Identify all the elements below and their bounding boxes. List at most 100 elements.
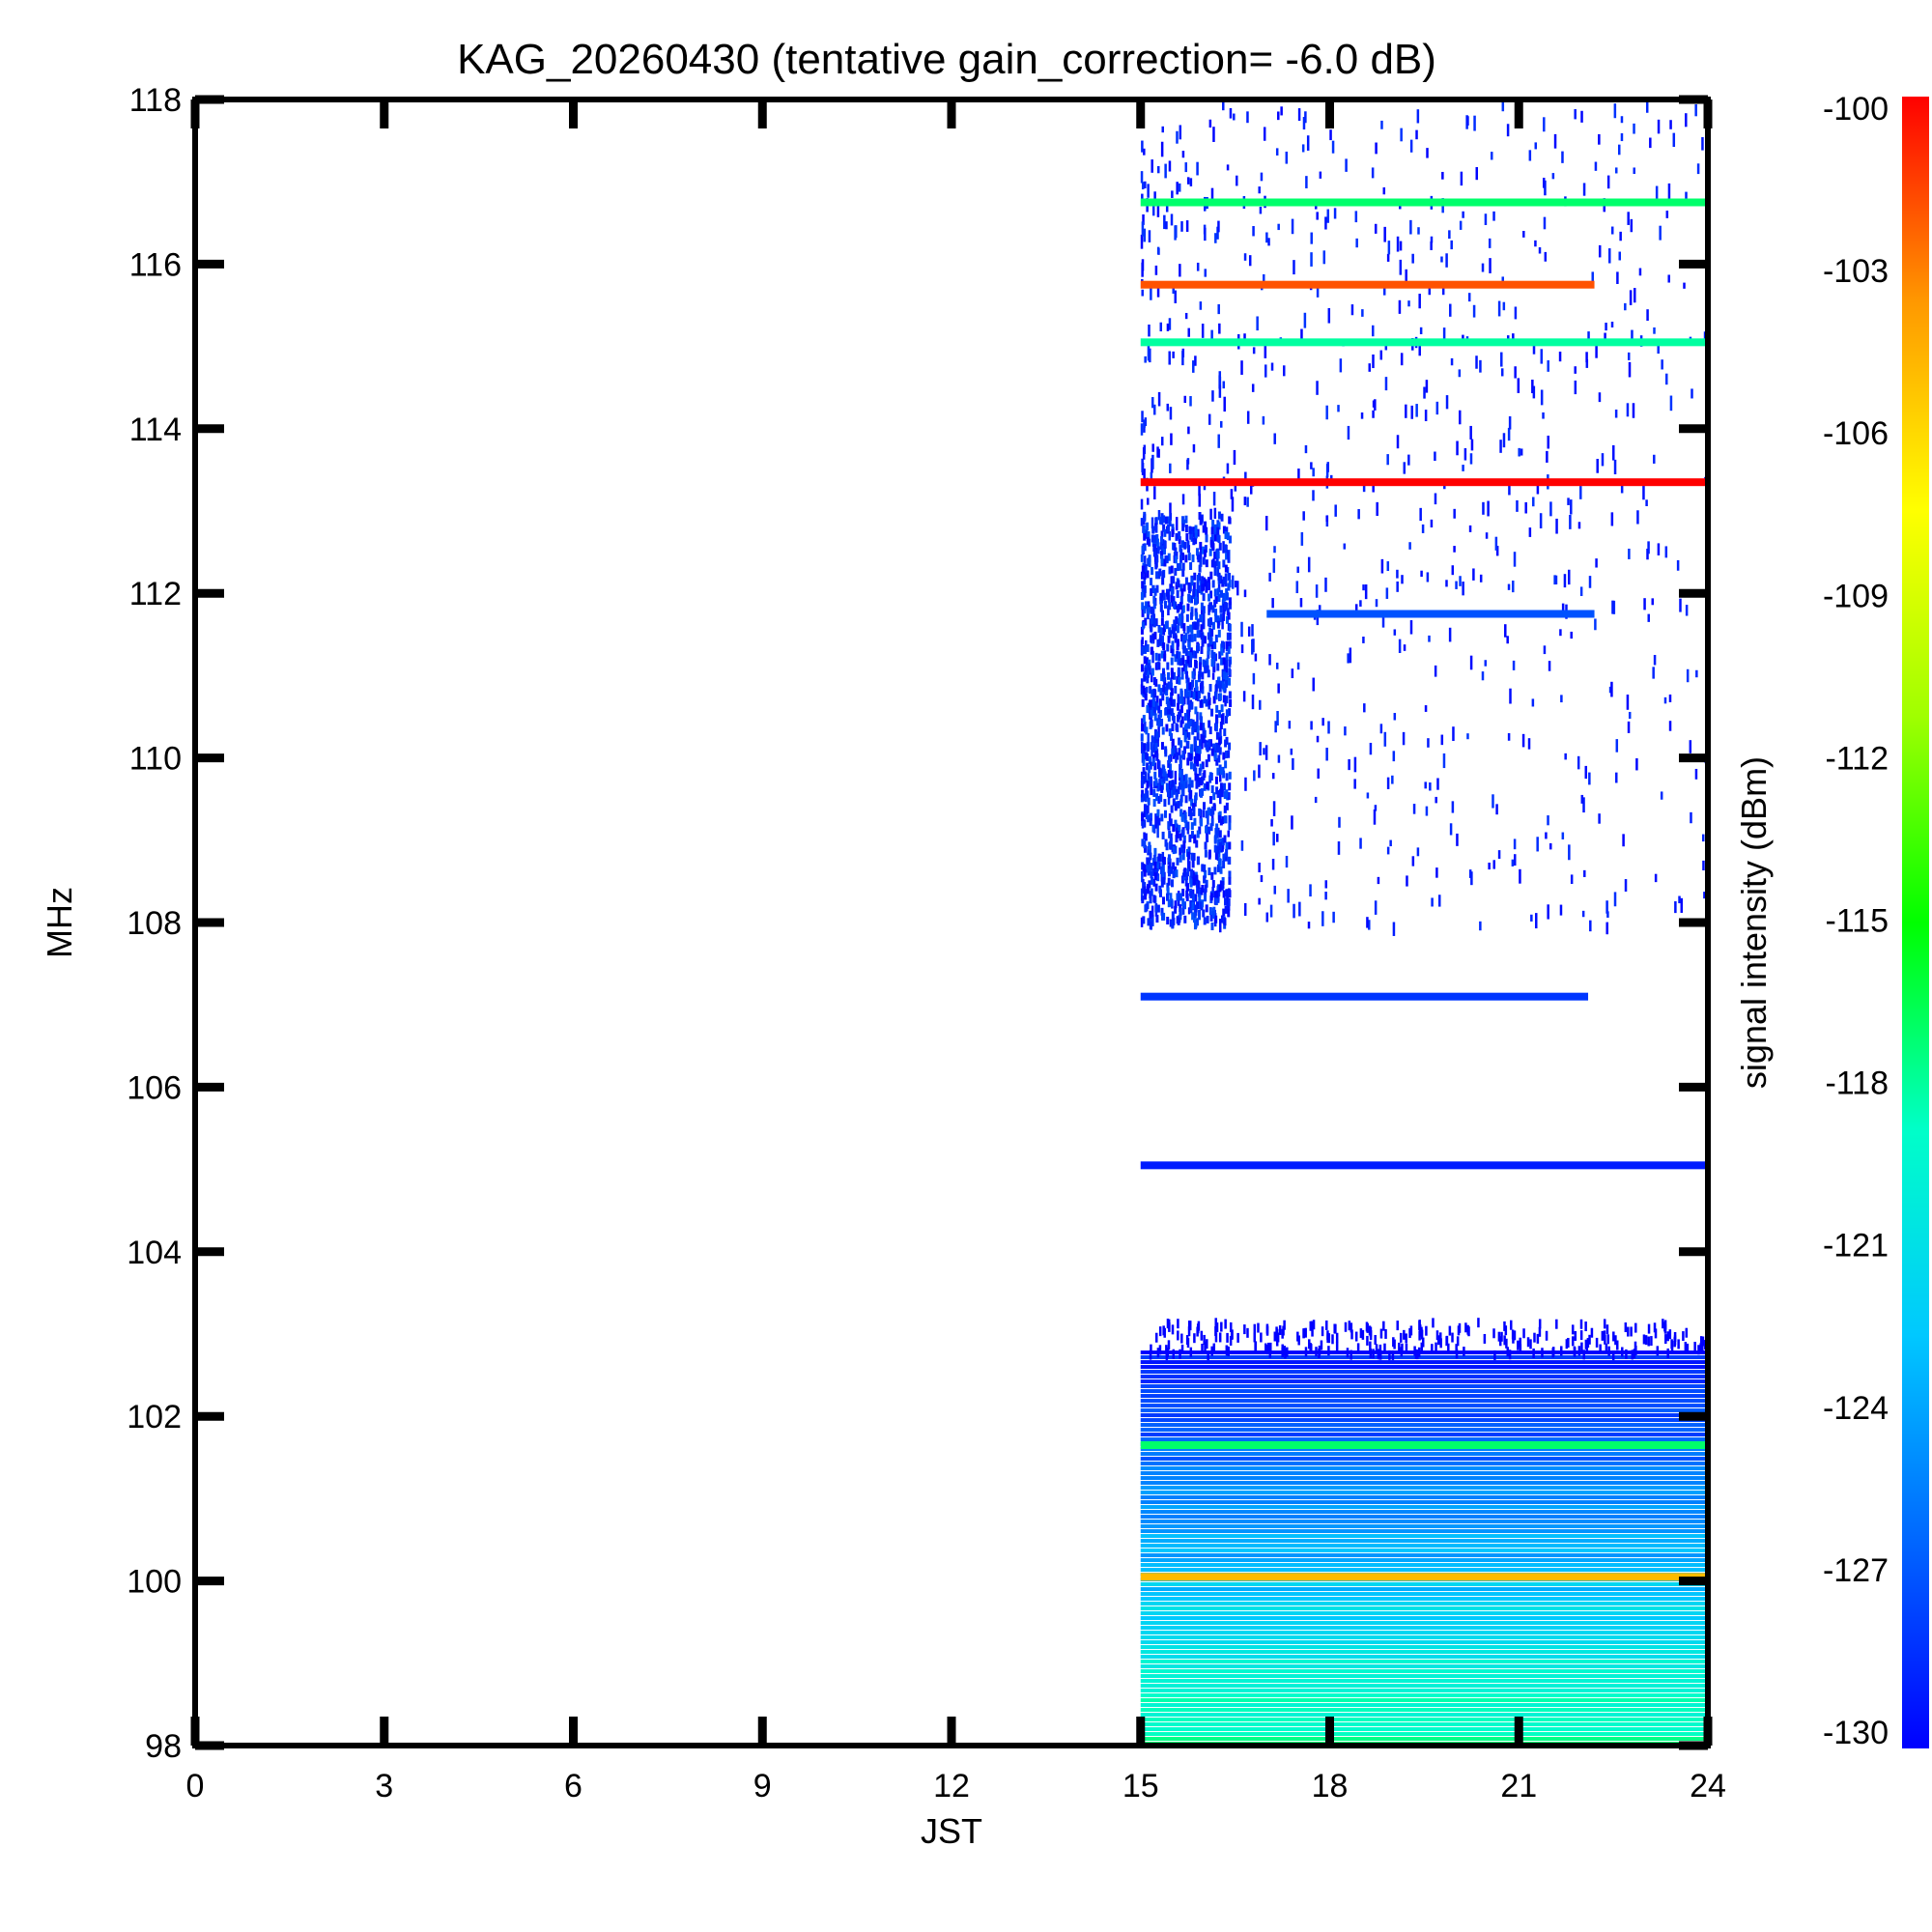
noise-speck	[1425, 380, 1429, 393]
noise-speck	[1503, 1321, 1506, 1331]
noise-speck	[1647, 1323, 1651, 1334]
noise-speck	[1205, 879, 1208, 888]
noise-speck	[1703, 892, 1706, 899]
noise-speck	[1208, 907, 1212, 916]
noise-speck	[1285, 151, 1289, 164]
noise-speck	[1157, 795, 1161, 804]
noise-speck	[1210, 922, 1214, 930]
noise-speck	[1149, 761, 1152, 770]
noise-speck	[1310, 232, 1313, 244]
noise-speck	[1217, 522, 1221, 530]
noise-speck	[1435, 796, 1437, 804]
noise-speck	[1180, 588, 1184, 597]
noise-speck	[1579, 1330, 1583, 1341]
noise-speck	[1278, 1324, 1282, 1335]
noise-speck	[1455, 581, 1458, 589]
noise-speck	[1193, 1333, 1196, 1344]
noise-speck	[1155, 696, 1159, 704]
noise-speck	[1393, 629, 1397, 636]
noise-speck	[1277, 111, 1280, 121]
noise-speck	[1655, 185, 1659, 199]
noise-speck	[1160, 555, 1164, 564]
noise-speck	[1362, 584, 1365, 591]
noise-speck	[1192, 582, 1196, 590]
noise-speck	[1577, 522, 1581, 529]
noise-speck	[1194, 608, 1198, 616]
noise-speck	[1187, 809, 1191, 817]
noise-speck	[1203, 696, 1207, 704]
noise-speck	[1174, 225, 1177, 241]
noise-speck	[1435, 401, 1439, 415]
noise-speck	[1212, 1343, 1216, 1353]
heatmap-row	[1140, 1433, 1708, 1437]
noise-speck	[1187, 846, 1191, 855]
noise-speck	[1441, 171, 1444, 180]
heatmap-row	[1140, 1365, 1708, 1370]
noise-speck	[1435, 1330, 1439, 1341]
noise-speck	[1200, 741, 1204, 750]
noise-speck	[1169, 502, 1172, 519]
noise-speck	[1484, 660, 1488, 667]
noise-speck	[1210, 818, 1214, 827]
noise-speck	[1155, 571, 1159, 580]
noise-speck	[1152, 895, 1156, 903]
noise-speck	[1243, 902, 1247, 916]
noise-speck	[1142, 916, 1146, 924]
noise-speck	[1633, 167, 1635, 175]
noise-speck	[1223, 815, 1227, 824]
noise-speck	[1176, 625, 1179, 634]
noise-speck	[1178, 737, 1181, 746]
noise-speck	[1170, 594, 1174, 603]
noise-speck	[1164, 746, 1168, 754]
noise-speck	[1201, 324, 1205, 338]
noise-speck	[1199, 723, 1203, 731]
noise-speck	[1327, 721, 1330, 734]
noise-speck	[1538, 1319, 1542, 1329]
noise-speck	[1463, 447, 1467, 461]
noise-speck	[1167, 1340, 1171, 1350]
noise-speck	[1184, 648, 1188, 657]
noise-speck	[1167, 899, 1171, 908]
noise-speck	[1158, 767, 1162, 776]
noise-speck	[1477, 1318, 1480, 1328]
noise-speck	[1141, 813, 1145, 822]
noise-speck	[1442, 327, 1446, 343]
noise-speck	[1222, 559, 1226, 568]
noise-speck	[1253, 1332, 1257, 1343]
noise-speck	[1198, 767, 1202, 776]
noise-speck	[1168, 706, 1172, 715]
noise-speck	[1627, 212, 1630, 225]
noise-speck	[1589, 920, 1592, 932]
x-tick-label: 15	[1122, 1768, 1159, 1804]
noise-speck	[1147, 864, 1151, 872]
noise-speck	[1185, 683, 1189, 692]
noise-speck	[1429, 782, 1432, 791]
noise-speck	[1177, 1330, 1179, 1341]
noise-speck	[1170, 576, 1174, 589]
noise-speck	[1379, 350, 1383, 360]
noise-speck	[1171, 780, 1175, 788]
noise-speck	[1561, 151, 1564, 163]
noise-speck	[1524, 501, 1527, 514]
noise-speck	[1196, 774, 1200, 782]
noise-speck	[1673, 1331, 1677, 1342]
noise-speck	[1185, 890, 1189, 898]
noise-speck	[1210, 329, 1213, 344]
noise-speck	[1399, 1332, 1403, 1343]
noise-speck	[1652, 667, 1655, 679]
noise-speck	[1190, 744, 1194, 753]
noise-speck	[1181, 552, 1185, 560]
noise-speck	[1180, 634, 1184, 642]
noise-speck	[1225, 773, 1229, 781]
noise-speck	[1171, 190, 1174, 198]
noise-speck	[1205, 904, 1208, 913]
noise-speck	[1214, 685, 1218, 694]
noise-speck	[1216, 864, 1220, 872]
noise-speck	[1392, 751, 1396, 762]
noise-speck	[1151, 758, 1155, 767]
noise-speck	[1574, 380, 1577, 395]
noise-speck	[1208, 867, 1211, 876]
noise-speck	[1448, 627, 1452, 642]
noise-speck	[1217, 838, 1221, 847]
noise-speck	[1343, 543, 1347, 550]
